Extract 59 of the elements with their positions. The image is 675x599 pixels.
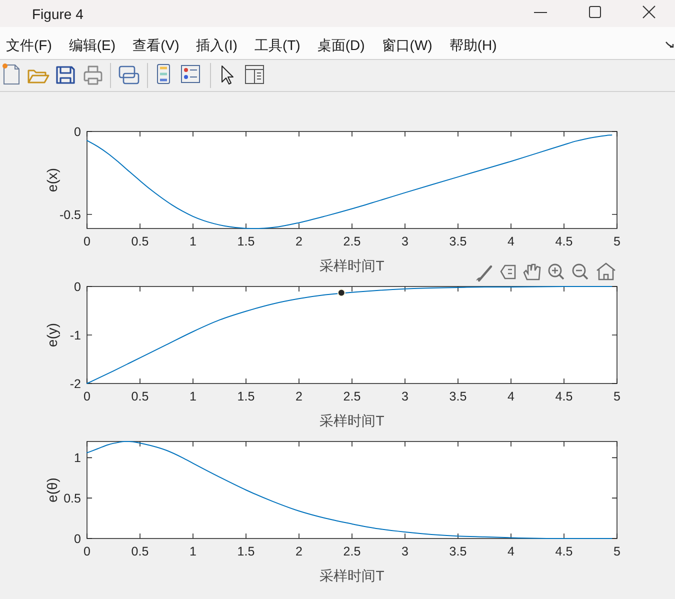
x-tick-label: 2: [296, 234, 303, 248]
text: 编辑(E): [68, 37, 116, 53]
y-tick-label: 0: [74, 125, 82, 139]
x-tick-label: 1.5: [237, 390, 255, 404]
x-axis-title: 采样时间T: [320, 568, 385, 584]
x-tick-label: 5: [614, 544, 621, 558]
x-tick-label: 0: [84, 390, 91, 404]
y-tick-label: -1: [70, 328, 82, 342]
x-tick-label: 2.5: [343, 544, 361, 558]
x-tick-label: 5: [614, 390, 621, 404]
x-tick-label: 2: [296, 544, 303, 558]
x-tick-label: 5: [614, 234, 621, 248]
line-series: [86, 134, 612, 229]
y-tick-label: -2: [70, 377, 82, 391]
y-axis-title: e(y): [44, 322, 60, 348]
x-tick-label: 1: [190, 234, 197, 248]
y-tick-label: 0.5: [64, 492, 82, 506]
x-tick-label: 0: [84, 234, 91, 248]
y-axis-title: e(θ): [44, 478, 60, 502]
x-tick-label: 3.5: [449, 390, 467, 404]
x-tick-label: 4.5: [555, 544, 573, 558]
x-tick-label: 4.5: [555, 234, 573, 248]
text: 窗口(W): [382, 37, 432, 53]
x-tick-label: 1.5: [237, 234, 255, 248]
y-tick-label: -0.5: [59, 208, 82, 222]
x-tick-label: 1: [190, 544, 197, 558]
x-tick-label: 4: [508, 390, 515, 404]
y-axis-title: e(x): [44, 168, 60, 192]
x-axis-title: 采样时间T: [320, 412, 385, 428]
x-tick-label: 4.5: [555, 390, 573, 404]
x-tick-label: 0.5: [131, 234, 149, 248]
text: 查看(V): [132, 37, 180, 53]
text: 工具(T): [254, 37, 300, 53]
x-tick-label: 2.5: [343, 390, 361, 404]
text: 文件(F): [6, 37, 52, 53]
x-tick-label: 0.5: [131, 544, 149, 558]
x-tick-label: 3: [402, 544, 409, 558]
text: 插入(I): [196, 37, 238, 53]
line-series: [86, 286, 612, 384]
y-tick-label: 0: [74, 280, 82, 294]
x-tick-label: 3: [402, 390, 409, 404]
x-tick-label: 1.5: [237, 544, 255, 558]
text: 帮助(H): [449, 37, 497, 53]
x-tick-label: 3: [402, 234, 409, 248]
x-tick-label: 0.5: [131, 390, 149, 404]
line-series: [86, 441, 612, 539]
x-tick-label: 3.5: [449, 234, 467, 248]
text: 桌面(D): [317, 37, 365, 53]
y-tick-label: 0: [74, 532, 82, 546]
x-tick-label: 0: [84, 544, 91, 558]
text: Figure 4: [32, 6, 84, 22]
y-tick-label: 1: [74, 451, 82, 466]
x-tick-label: 3.5: [449, 544, 467, 558]
x-tick-label: 4: [508, 234, 515, 248]
x-tick-label: 2.5: [343, 234, 361, 248]
x-axis-title: 采样时间T: [320, 258, 385, 274]
x-tick-label: 4: [508, 544, 515, 558]
x-tick-label: 2: [296, 390, 303, 404]
x-tick-label: 1: [190, 390, 197, 404]
